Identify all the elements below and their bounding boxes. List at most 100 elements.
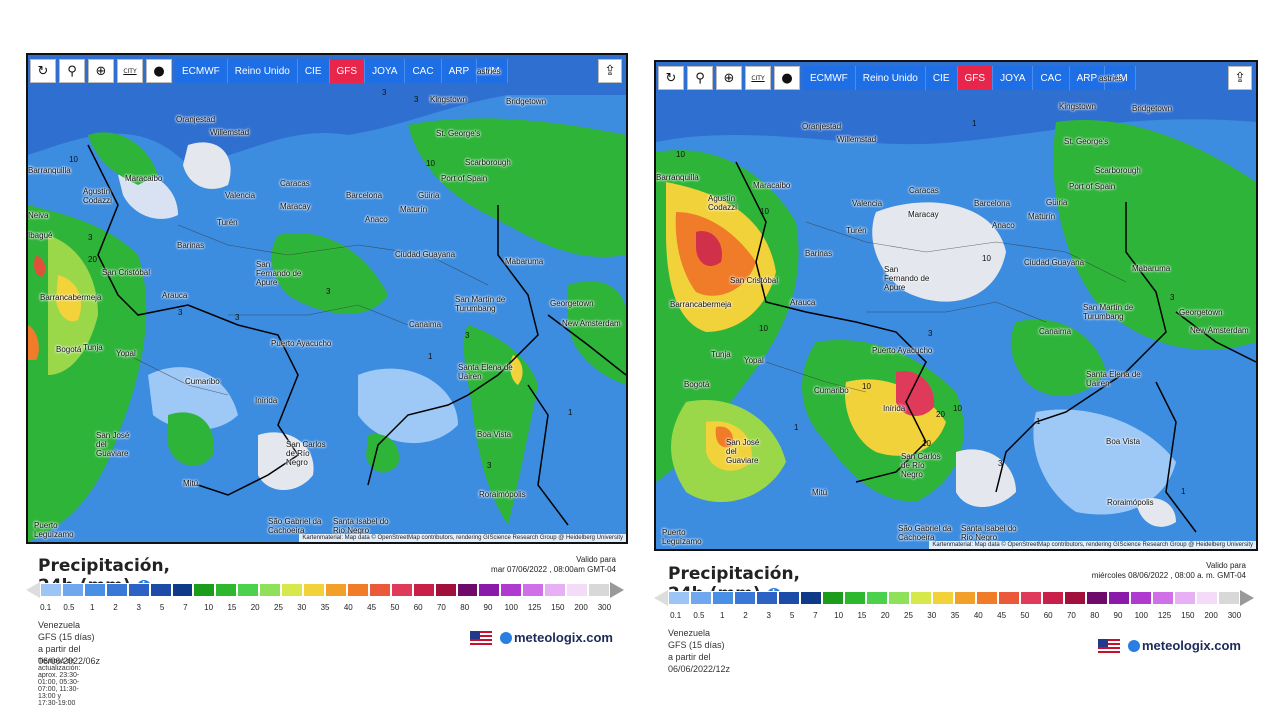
contour-label: 3 xyxy=(928,329,933,338)
us-flag-icon[interactable] xyxy=(470,630,492,645)
legend-swatch xyxy=(1218,591,1240,605)
place-label: astries xyxy=(1099,74,1123,83)
place-label: Agustín Codazzi xyxy=(708,194,737,212)
model-cie[interactable]: CIE xyxy=(297,59,330,83)
model-arp[interactable]: ARP xyxy=(1069,66,1106,90)
legend-swatch xyxy=(866,591,888,605)
precip-map-right[interactable]: ↻ ⚲ ⊕ CITY ● ECMWF Reino Unido CIE GFS J… xyxy=(654,60,1258,551)
place-label: astries xyxy=(477,67,501,76)
model-arp[interactable]: ARP xyxy=(441,59,478,83)
place-label: St. George's xyxy=(436,129,481,138)
place-label: San José del Guaviare xyxy=(726,438,760,465)
place-label: San Cristóbal xyxy=(730,276,779,285)
zoom-icon[interactable]: ⊕ xyxy=(88,59,114,83)
legend-tick-label: 90 xyxy=(483,603,493,612)
place-label: Roraimópolis xyxy=(1107,498,1154,507)
place-label: Maturín xyxy=(1028,212,1056,221)
legend-swatch xyxy=(1020,591,1042,605)
place-label: Inírida xyxy=(883,404,906,413)
legend-swatch xyxy=(844,591,866,605)
model-um[interactable]: UM xyxy=(1105,66,1136,90)
place-label: Maturín xyxy=(400,205,428,214)
legend-tick-label: 15 xyxy=(227,603,237,612)
place-label: Santa Isabel do Rio Negro xyxy=(333,517,389,535)
color-scale-left xyxy=(26,582,624,598)
dot-icon[interactable]: ● xyxy=(774,66,800,90)
legend-tick-label: 0.5 xyxy=(693,611,705,620)
model-cac[interactable]: CAC xyxy=(1033,66,1070,90)
legend-tick-label: 25 xyxy=(274,603,283,612)
model-ecmwf[interactable]: ECMWF xyxy=(175,59,228,83)
place-label: Canaima xyxy=(1039,327,1072,336)
contour-label: 3 xyxy=(1170,293,1175,302)
legend-tick-label: 20 xyxy=(880,611,890,620)
place-label: Caracas xyxy=(909,186,939,195)
globe-icon xyxy=(500,631,512,644)
model-reino-unido[interactable]: Reino Unido xyxy=(227,59,298,83)
contour-label: 3 xyxy=(487,461,492,470)
legend-tick-label: 10 xyxy=(204,603,214,612)
model-reino-unido[interactable]: Reino Unido xyxy=(855,66,926,90)
legend-tick-label: 200 xyxy=(574,603,588,612)
place-label: Barinas xyxy=(177,241,205,250)
place-label: San Martín de Turumbang xyxy=(1083,303,1134,321)
place-label: Maracay xyxy=(908,210,939,219)
legend-tick-label: 10 xyxy=(834,611,844,620)
state-borders-right xyxy=(765,221,1127,393)
pin-icon[interactable]: ⚲ xyxy=(59,59,85,83)
place-label: Anaco xyxy=(992,221,1015,230)
brand-left[interactable]: meteologix.com xyxy=(470,630,613,645)
model-cac[interactable]: CAC xyxy=(405,59,442,83)
legend-tick-label: 45 xyxy=(997,611,1007,620)
scale-arrow-left xyxy=(26,582,40,598)
city-icon[interactable]: CITY xyxy=(745,66,771,90)
place-label: Santa Elena de Uairen xyxy=(1086,370,1141,388)
place-label: Canaima xyxy=(409,320,442,329)
place-label: Maracay xyxy=(280,202,311,211)
place-label: Santa Isabel do Rio Negro xyxy=(961,524,1017,542)
dot-icon[interactable]: ● xyxy=(146,59,172,83)
place-label: Maracaibo xyxy=(125,174,163,183)
us-flag-icon[interactable] xyxy=(1098,638,1120,653)
legend-tick-label: 0.1 xyxy=(40,603,52,612)
refresh-icon[interactable]: ↻ xyxy=(30,59,56,83)
pin-icon[interactable]: ⚲ xyxy=(687,66,713,90)
legend-tick-label: 40 xyxy=(343,603,353,612)
model-um[interactable]: UM xyxy=(477,59,508,83)
contour-label: 20 xyxy=(936,410,945,419)
legend-tick-label: 5 xyxy=(789,611,795,620)
place-label: Cumaribo xyxy=(185,377,220,386)
scale-arrow-right xyxy=(1240,590,1254,606)
legend-tick-label: 70 xyxy=(436,603,446,612)
model-gfs[interactable]: GFS xyxy=(329,59,366,83)
contour-label: 3 xyxy=(235,313,240,322)
brand-right[interactable]: meteologix.com xyxy=(1098,638,1241,653)
legend-tick-label: 25 xyxy=(904,611,913,620)
model-joya[interactable]: JOYA xyxy=(365,59,406,83)
place-label: San Carlos de Río Negro xyxy=(901,452,941,479)
legend-swatch xyxy=(910,591,932,605)
legend-swatch xyxy=(149,583,172,597)
precip-map-left[interactable]: ↻ ⚲ ⊕ CITY ● ECMWF Reino Unido CIE GFS J… xyxy=(26,53,628,544)
refresh-icon[interactable]: ↻ xyxy=(658,66,684,90)
legend-swatch xyxy=(237,583,260,597)
scale-arrow-right xyxy=(610,582,624,598)
place-label: Mabaruma xyxy=(505,257,544,266)
contour-label: 3 xyxy=(465,331,470,340)
run-info-right: Venezuela GFS (15 días) a partir del 06/… xyxy=(668,628,731,674)
model-ecmwf[interactable]: ECMWF xyxy=(803,66,856,90)
share-icon[interactable]: ⇪ xyxy=(1228,66,1252,90)
city-icon[interactable]: CITY xyxy=(117,59,143,83)
place-label: Barrancabermeja xyxy=(40,293,102,302)
place-label: Boa Vista xyxy=(1106,437,1141,446)
share-icon[interactable]: ⇪ xyxy=(598,59,622,83)
zoom-icon[interactable]: ⊕ xyxy=(716,66,742,90)
model-joya[interactable]: JOYA xyxy=(993,66,1034,90)
legend-tick-label: 60 xyxy=(413,603,423,612)
legend-tick-label: 100 xyxy=(1134,611,1148,620)
model-cie[interactable]: CIE xyxy=(925,66,958,90)
contour-label: 1 xyxy=(794,423,799,432)
model-gfs[interactable]: GFS xyxy=(957,66,994,90)
legend-swatch xyxy=(1174,591,1196,605)
place-label: Puerto Ayacucho xyxy=(271,339,332,348)
